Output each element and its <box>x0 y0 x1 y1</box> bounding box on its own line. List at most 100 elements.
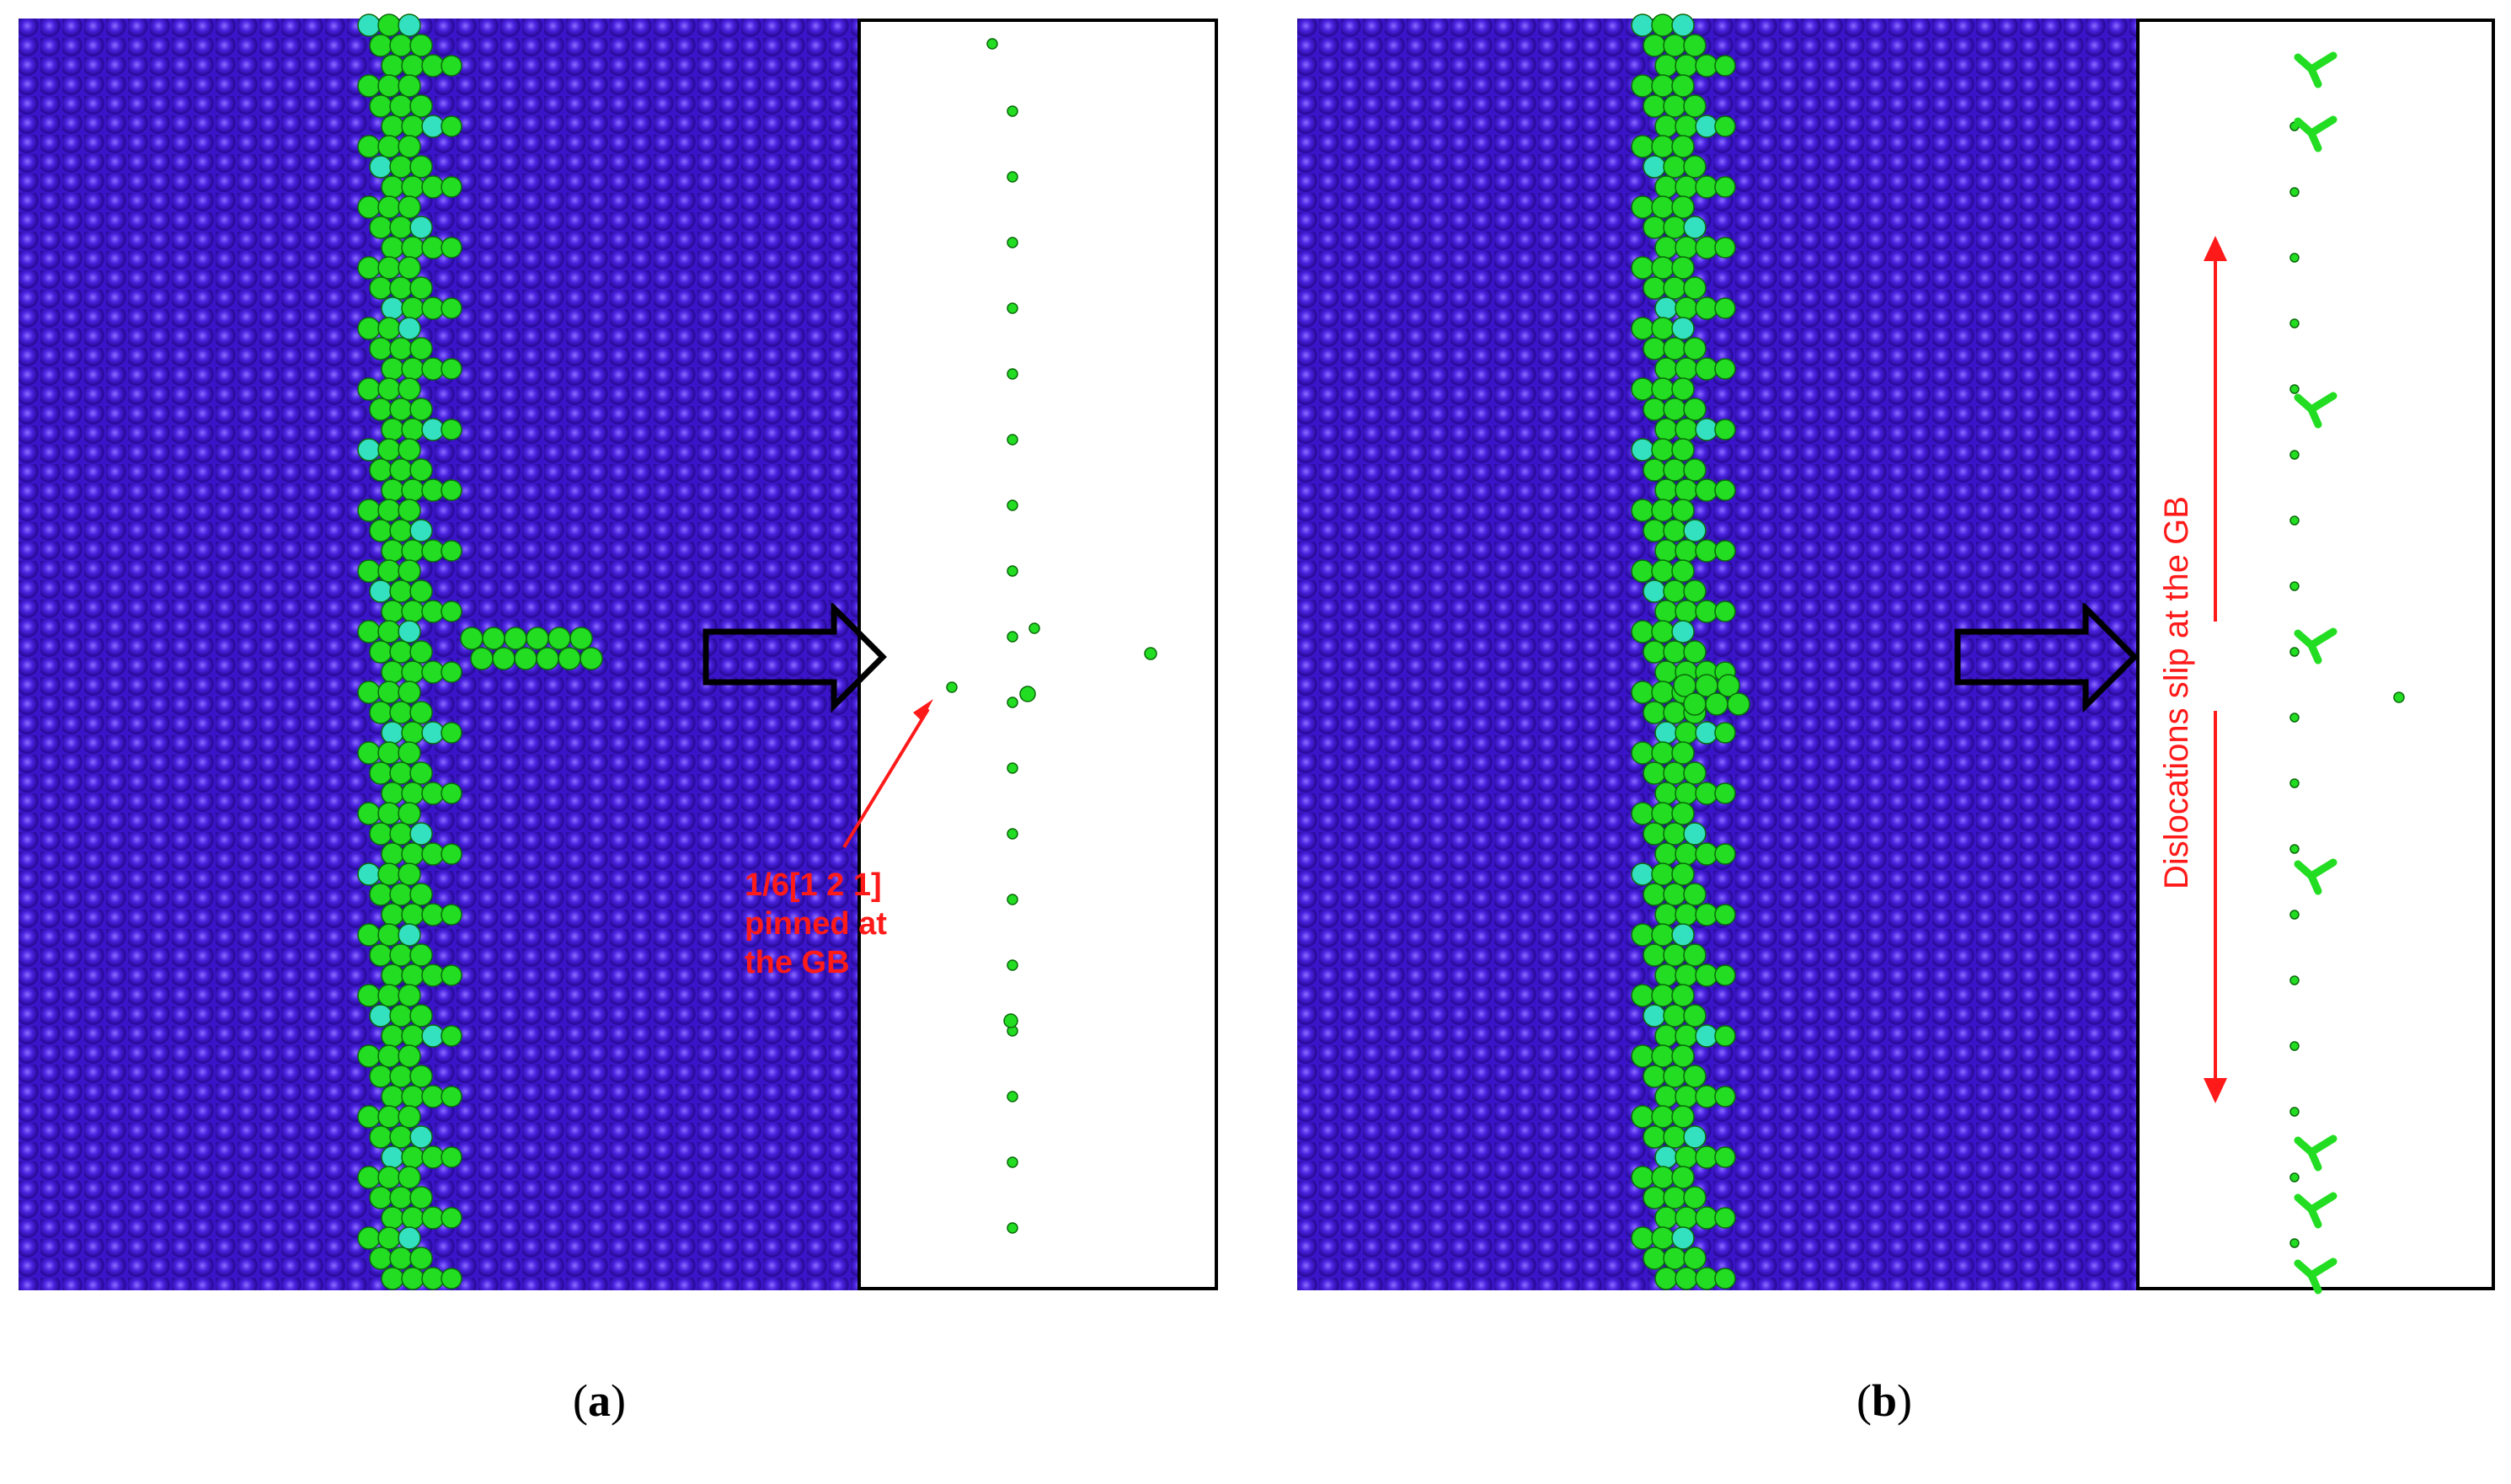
gb-atom-b <box>1683 155 1707 179</box>
dislocation-dot-b <box>2289 778 2300 788</box>
gb-atom-b <box>1671 862 1695 886</box>
gb-atom-b <box>1671 195 1695 219</box>
gb-atom-a <box>409 398 433 421</box>
branch-atom-a <box>548 627 571 650</box>
gb-atom-a <box>381 903 404 926</box>
gb-atom-b <box>1675 1145 1698 1169</box>
branch-atom-b <box>1683 692 1707 716</box>
gb-atom-a <box>381 600 404 623</box>
gb-atom-b <box>1683 34 1707 57</box>
gb-atom-a <box>377 13 401 37</box>
gb-atom-b <box>1631 135 1654 158</box>
gb-atom-b <box>1671 13 1695 37</box>
gb-atom-b <box>1675 539 1698 563</box>
double-arrow-icon <box>2204 236 2227 1103</box>
gb-atom-b <box>1651 559 1675 583</box>
dislocation-inset-a <box>857 19 1218 1290</box>
gb-atom-a <box>377 1105 401 1129</box>
atomic-lattice-b <box>1297 19 2138 1290</box>
gb-atom-a <box>357 862 381 886</box>
gb-atom-b <box>1695 1267 1718 1290</box>
gb-atom-a <box>398 923 421 947</box>
annotation-a-line-2: pinned at <box>745 906 887 942</box>
gb-atom-a <box>421 54 445 77</box>
arrow-icon-b <box>1954 603 2139 713</box>
gb-atom-b <box>1695 964 1718 987</box>
gb-atom-b <box>1695 1145 1718 1169</box>
dislocation-dot-a <box>1007 1091 1018 1102</box>
gb-atom-b <box>1675 1267 1698 1290</box>
gb-atom-b <box>1643 1065 1666 1088</box>
dislocation-dot-a <box>1007 434 1018 446</box>
gb-atom-b <box>1663 883 1686 906</box>
panel-label-a: (a) <box>573 1375 626 1427</box>
gb-atom-b <box>1675 115 1698 138</box>
gb-atom-b <box>1683 1004 1707 1028</box>
gb-atom-a <box>421 903 445 926</box>
gb-atom-b <box>1663 640 1686 664</box>
gb-atom-a <box>398 377 421 401</box>
gb-atom-a <box>369 1246 393 1270</box>
gb-atom-b <box>1683 398 1707 421</box>
gb-atom-b <box>1683 1125 1707 1149</box>
gb-atom-a <box>409 883 433 906</box>
gb-atom-a <box>369 1125 393 1149</box>
branch-atom-a <box>492 647 516 670</box>
gb-atom-a <box>409 579 433 603</box>
gb-atom-a <box>421 115 445 138</box>
gb-atom-b <box>1671 620 1695 643</box>
gb-atom-a <box>421 418 445 441</box>
gb-atom-b <box>1643 640 1666 664</box>
gb-atom-b <box>1714 722 1736 744</box>
gb-atom-b <box>1643 1246 1666 1270</box>
gb-atom-b <box>1631 923 1654 947</box>
branch-atom-a <box>536 647 559 670</box>
branch-atom-a <box>482 627 505 650</box>
gb-atom-a <box>381 539 404 563</box>
gb-atom-b <box>1714 176 1736 198</box>
dislocation-dot-a <box>1019 686 1036 702</box>
gb-atom-a <box>357 620 381 643</box>
gb-atom-a <box>441 601 462 622</box>
gb-atom-a <box>381 1145 404 1169</box>
gb-atom-b <box>1631 802 1654 825</box>
gb-atom-a <box>369 276 393 300</box>
gb-atom-a <box>357 559 381 583</box>
gb-atom-a <box>357 1166 381 1189</box>
gb-atom-a <box>381 357 404 381</box>
gb-atom-b <box>1663 519 1686 542</box>
gb-atom-b <box>1683 276 1707 300</box>
gb-atom-a <box>398 499 421 522</box>
gb-atom-a <box>409 1065 433 1088</box>
gb-atom-b <box>1654 600 1678 623</box>
gb-atom-b <box>1663 458 1686 482</box>
gb-atom-b <box>1683 640 1707 664</box>
gb-atom-b <box>1651 438 1675 462</box>
gb-atom-b <box>1654 175 1678 199</box>
gb-atom-a <box>398 620 421 643</box>
branch-atom-b <box>1717 674 1740 697</box>
gb-atom-b <box>1663 1004 1686 1028</box>
gb-atom-a <box>421 1206 445 1230</box>
gb-atom-a <box>441 782 462 804</box>
gb-atom-a <box>398 984 421 1007</box>
gb-atom-b <box>1654 1024 1678 1048</box>
gb-atom-a <box>409 1125 433 1149</box>
gb-atom-b <box>1643 761 1666 785</box>
gb-atom-b <box>1714 1268 1736 1289</box>
gb-atom-b <box>1643 1186 1666 1209</box>
gb-atom-b <box>1683 337 1707 360</box>
gb-atom-b <box>1671 377 1695 401</box>
dislocation-segment-b <box>2294 858 2337 895</box>
gb-atom-a <box>441 1207 462 1229</box>
dislocation-dot-b <box>2289 844 2300 854</box>
gb-atom-a <box>389 276 413 300</box>
gb-atom-a <box>401 54 425 77</box>
gb-atom-a <box>398 317 421 340</box>
gb-atom-b <box>1671 802 1695 825</box>
gb-atom-a <box>409 94 433 118</box>
gb-atom-b <box>1651 741 1675 765</box>
gb-atom-a <box>357 438 381 462</box>
gb-atom-b <box>1631 438 1654 462</box>
branch-atom-a <box>569 627 593 650</box>
